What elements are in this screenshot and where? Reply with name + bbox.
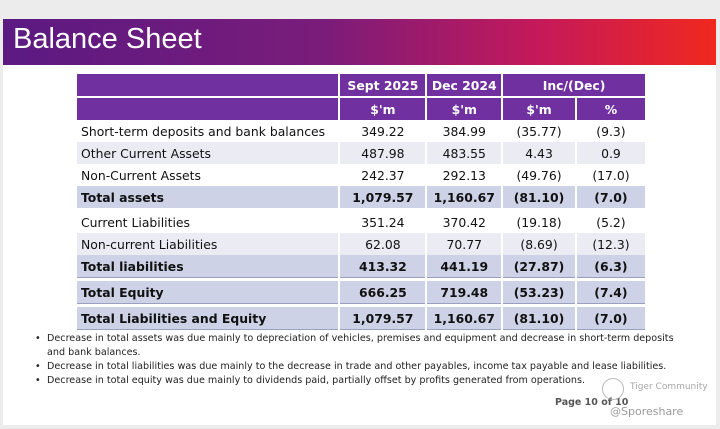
header-blank-cell <box>77 74 339 98</box>
row-label: Non-current Liabilities <box>77 233 339 255</box>
row-sept: 413.32 <box>340 255 426 278</box>
row-sept: 351.24 <box>361 214 405 230</box>
row-dec: 292.13 <box>442 167 486 183</box>
total-row: Total liabilities 413.32 441.19 (27.87) … <box>77 255 645 278</box>
col-header-inc-dec: Inc/(Dec) <box>503 74 645 98</box>
row-spacer <box>77 208 645 211</box>
row-label: Total Equity <box>77 281 339 304</box>
bullet-icon: • <box>35 333 41 344</box>
row-dec: 384.99 <box>442 123 486 139</box>
row-sept: 62.08 <box>340 233 426 255</box>
row-spacer <box>77 304 645 307</box>
row-sept: 1,079.57 <box>340 307 426 330</box>
tiger-logo-icon <box>602 378 624 400</box>
total-row: Total assets 1,079.57 1,160.67 (81.10) (… <box>77 186 645 208</box>
table-row: Current Liabilities 351.24 370.42 (19.18… <box>77 211 645 233</box>
bullet-icon: • <box>35 375 41 386</box>
row-label: Total liabilities <box>77 255 339 278</box>
row-inc: (49.76) <box>516 167 562 183</box>
table-row: Non-current Liabilities 62.08 70.77 (8.6… <box>77 233 645 255</box>
row-inc: (81.10) <box>503 186 575 208</box>
note-item: • Decrease in total equity was due mainly… <box>33 374 693 388</box>
row-label: Non-Current Assets <box>81 167 201 183</box>
row-label: Total Liabilities and Equity <box>77 307 339 330</box>
note-item: • Decrease in total liabilities was due m… <box>33 360 693 374</box>
total-row: Total Liabilities and Equity 1,079.57 1,… <box>77 307 645 330</box>
note-text: Decrease in total assets was due mainly … <box>47 333 674 358</box>
row-sept: 349.22 <box>361 123 405 139</box>
row-label: Total assets <box>77 186 339 208</box>
table-row: Non-Current Assets 242.37 292.13 (49.76)… <box>77 164 645 186</box>
row-pct: (7.0) <box>576 186 645 208</box>
row-dec: 70.77 <box>427 233 502 255</box>
table-unit-row: $'m $'m $'m % <box>77 98 645 120</box>
row-pct: (7.4) <box>576 281 645 304</box>
row-sept: 487.98 <box>340 142 426 164</box>
unit-blank-cell <box>77 98 339 120</box>
page-title: Balance Sheet <box>13 23 202 55</box>
total-row: Total Equity 666.25 719.48 (53.23) (7.4) <box>77 281 645 304</box>
row-pct: 0.9 <box>576 142 645 164</box>
title-banner: Balance Sheet <box>3 19 716 65</box>
note-item: • Decrease in total assets was due mainly… <box>33 332 693 360</box>
balance-sheet-table: Sept 2025 Dec 2024 Inc/(Dec) $'m $'m $'m… <box>75 74 647 330</box>
row-dec: 719.48 <box>427 281 502 304</box>
row-spacer <box>77 278 645 281</box>
slide: Balance Sheet Sept 2025 Dec 2024 Inc/(De… <box>3 19 716 425</box>
note-text: Decrease in total liabilities was due ma… <box>47 361 667 372</box>
row-sept: 666.25 <box>340 281 426 304</box>
row-pct: (9.3) <box>596 123 626 139</box>
row-pct: (7.0) <box>576 307 645 330</box>
unit-inc: $'m <box>503 98 575 120</box>
bullet-icon: • <box>35 361 41 372</box>
col-header-dec-2024: Dec 2024 <box>427 74 502 98</box>
row-dec: 1,160.67 <box>427 186 502 208</box>
row-label: Other Current Assets <box>77 142 339 164</box>
watermark-handle: @Sporeshare <box>610 405 684 418</box>
row-label: Current Liabilities <box>81 214 190 230</box>
row-dec: 441.19 <box>427 255 502 278</box>
row-dec: 483.55 <box>427 142 502 164</box>
row-sept: 242.37 <box>361 167 405 183</box>
notes-list: • Decrease in total assets was due mainly… <box>33 332 693 388</box>
watermark-community: Tiger Community <box>630 382 708 392</box>
col-header-sept-2025: Sept 2025 <box>340 74 426 98</box>
row-sept: 1,079.57 <box>340 186 426 208</box>
unit-pct: % <box>576 98 645 120</box>
row-pct: (5.2) <box>596 214 626 230</box>
note-text: Decrease in total equity was due mainly … <box>47 375 586 386</box>
row-inc: (81.10) <box>503 307 575 330</box>
row-inc: (53.23) <box>503 281 575 304</box>
unit-dec: $'m <box>427 98 502 120</box>
row-pct: (17.0) <box>592 167 630 183</box>
row-inc: (8.69) <box>503 233 575 255</box>
table-row: Short-term deposits and bank balances 34… <box>77 120 645 142</box>
row-pct: (6.3) <box>576 255 645 278</box>
row-inc: (19.18) <box>516 214 562 230</box>
page-number: Page 10 of 10 <box>555 397 629 408</box>
row-dec: 1,160.67 <box>427 307 502 330</box>
row-inc: (27.87) <box>503 255 575 278</box>
table-row: Other Current Assets 487.98 483.55 4.43 … <box>77 142 645 164</box>
row-label: Short-term deposits and bank balances <box>81 123 326 139</box>
row-pct: (12.3) <box>576 233 645 255</box>
row-dec: 370.42 <box>442 214 486 230</box>
unit-sept: $'m <box>340 98 426 120</box>
row-inc: 4.43 <box>503 142 575 164</box>
row-inc: (35.77) <box>516 123 562 139</box>
table-header-row: Sept 2025 Dec 2024 Inc/(Dec) <box>77 74 645 98</box>
